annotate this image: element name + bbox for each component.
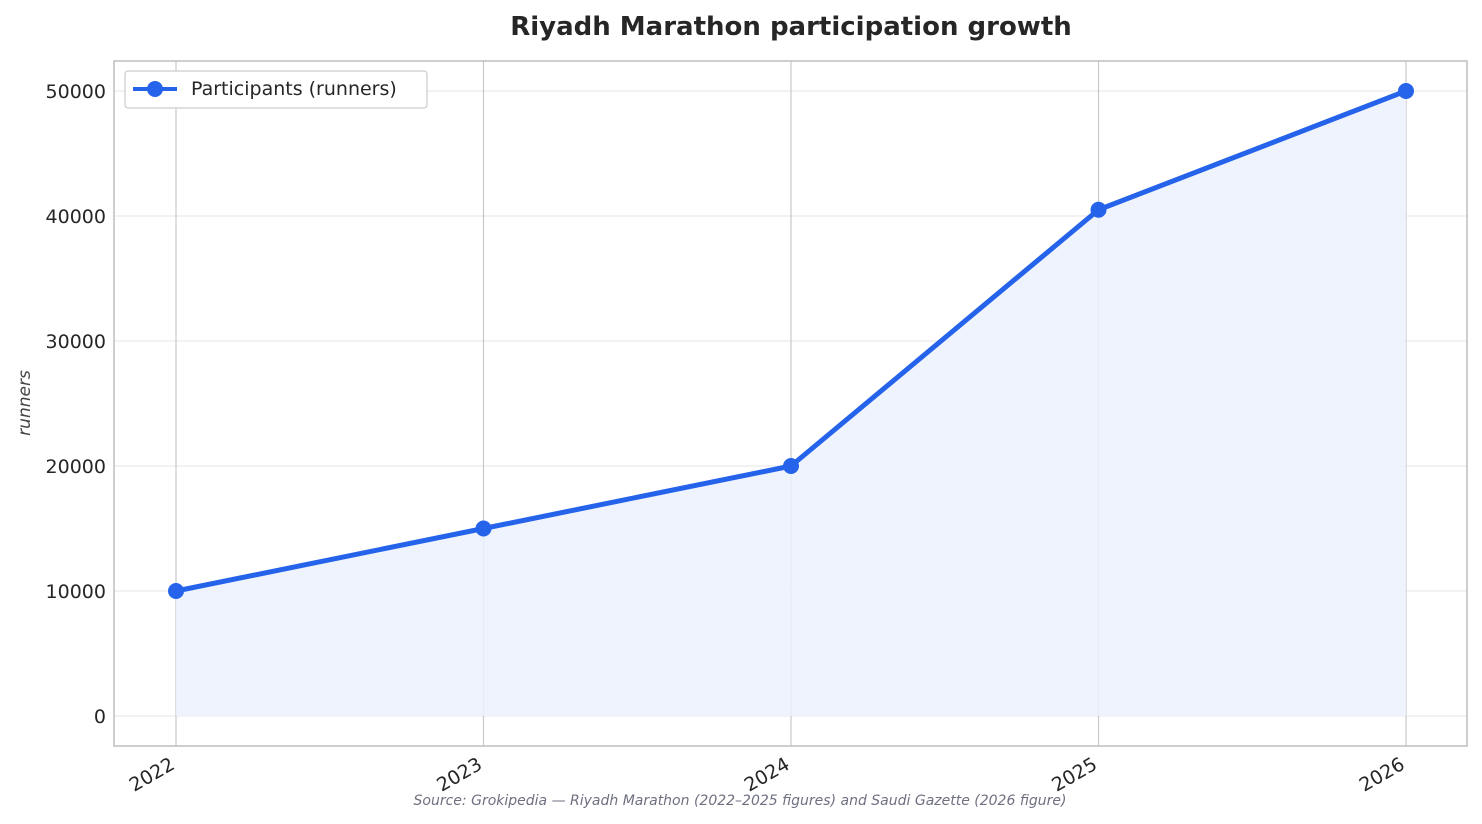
chart-title: Riyadh Marathon participation growth <box>510 12 1072 42</box>
data-point <box>1398 83 1414 99</box>
area-fill <box>176 91 1406 716</box>
y-tick-label: 40000 <box>46 206 106 228</box>
x-tick-label: 2024 <box>741 753 794 796</box>
y-tick-labels: 0 10000 20000 30000 40000 50000 <box>46 81 106 728</box>
legend: Participants (runners) <box>124 70 428 109</box>
plot-frame <box>113 60 1468 747</box>
data-point <box>475 520 492 537</box>
data-points <box>168 83 1414 599</box>
source-note: Source: Grokipedia — Riyadh Marathon (20… <box>414 793 1067 809</box>
y-axis-label: runners <box>15 370 35 436</box>
y-tick-label: 20000 <box>46 456 106 478</box>
x-tick-label: 2026 <box>1356 753 1409 796</box>
data-point <box>1090 201 1107 218</box>
y-tick-label: 30000 <box>46 331 106 353</box>
data-point <box>168 583 184 599</box>
y-tick-label: 50000 <box>46 81 106 103</box>
legend-marker-swatch <box>147 81 163 97</box>
x-tick-label: 2025 <box>1048 753 1101 796</box>
legend-box <box>124 70 428 109</box>
y-tick-label: 0 <box>94 706 106 728</box>
x-tick-label: 2022 <box>126 753 179 796</box>
data-point <box>783 458 799 474</box>
x-tick-labels: 2022 2023 2024 2025 2026 <box>126 753 1409 796</box>
x-tick-label: 2023 <box>433 753 486 796</box>
y-tick-label: 10000 <box>46 581 106 603</box>
legend-label: Participants (runners) <box>191 78 397 100</box>
